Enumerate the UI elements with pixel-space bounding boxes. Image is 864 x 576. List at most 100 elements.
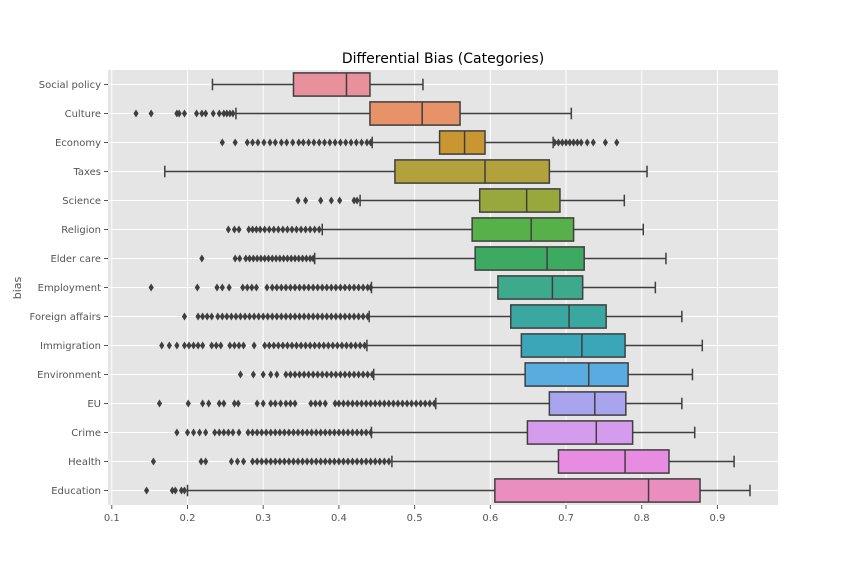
outlier-point (368, 457, 374, 466)
outlier-point (296, 254, 302, 263)
outlier-point (277, 457, 283, 466)
iqr-box (369, 101, 461, 126)
outlier-point (262, 254, 268, 263)
outlier-point (237, 254, 243, 263)
outlier-point (331, 457, 337, 466)
outlier-point (340, 399, 347, 408)
outlier-point (204, 312, 210, 321)
iqr-box (438, 130, 486, 155)
outlier-point (214, 283, 220, 292)
outlier-point (336, 428, 342, 437)
outlier-point (310, 370, 316, 379)
outlier-point (365, 312, 371, 321)
outlier-point (315, 370, 321, 379)
outlier-point (287, 283, 294, 292)
outlier-point (230, 428, 236, 437)
outlier-point (360, 312, 366, 321)
y-tick-label: Economy (55, 138, 101, 149)
outlier-point (219, 283, 225, 292)
outlier-point (272, 399, 278, 408)
outlier-point (342, 283, 348, 292)
outlier-point (278, 283, 284, 292)
outlier-point (324, 370, 330, 379)
x-tick-label: 0.8 (634, 513, 650, 524)
outlier-point (286, 457, 292, 466)
outlier-point (281, 457, 287, 466)
outlier-point (215, 312, 221, 321)
outlier-point (328, 196, 334, 205)
outlier-point (310, 283, 316, 292)
outlier-point (327, 428, 333, 437)
outlier-point (559, 138, 565, 147)
y-tick-label: Religion (61, 225, 101, 236)
outlier-point (325, 341, 331, 350)
outlier-point (304, 457, 310, 466)
outlier-point (260, 370, 266, 379)
outlier-point (355, 312, 362, 321)
outlier-point (273, 254, 279, 263)
outlier-point (268, 457, 274, 466)
x-tick-label: 0.9 (709, 513, 725, 524)
outlier-point (219, 138, 225, 147)
y-tick-label: Taxes (72, 167, 101, 178)
outlier-point (185, 399, 191, 408)
outlier-point (354, 399, 360, 408)
y-tick-label: Elder care (50, 254, 101, 265)
outlier-point (337, 283, 344, 292)
outlier-point (290, 428, 297, 437)
outlier-point (322, 457, 328, 466)
outlier-point (307, 254, 313, 263)
outlier-point (287, 312, 294, 321)
box-group (219, 130, 620, 155)
iqr-box (474, 246, 585, 271)
outlier-point (221, 428, 227, 437)
outlier-point (203, 109, 209, 118)
outlier-point (351, 283, 357, 292)
y-tick-label: Education (51, 486, 101, 497)
iqr-box (548, 391, 627, 416)
outlier-point (237, 370, 244, 379)
outlier-point (296, 283, 303, 292)
outlier-point (150, 457, 157, 466)
outlier-point (218, 341, 224, 350)
outlier-point (284, 138, 290, 147)
box-group (211, 72, 424, 97)
outlier-point (372, 457, 378, 466)
outlier-point (302, 225, 309, 234)
outlier-point (349, 399, 356, 408)
x-tick-label: 0.4 (331, 513, 347, 524)
outlier-point (231, 341, 238, 350)
outlier-point (227, 341, 233, 350)
outlier-point (200, 341, 206, 350)
outlier-point (306, 312, 312, 321)
outlier-point (292, 399, 298, 408)
outlier-point (295, 196, 301, 205)
box-group (156, 391, 683, 416)
outlier-point (333, 312, 339, 321)
outlier-point (312, 225, 318, 234)
outlier-point (567, 138, 573, 147)
iqr-box (494, 478, 701, 503)
y-tick-label: Culture (65, 109, 101, 120)
outlier-point (262, 225, 268, 234)
outlier-point (213, 341, 219, 350)
iqr-box (292, 72, 371, 97)
outlier-point (372, 399, 378, 408)
outlier-point (418, 399, 424, 408)
outlier-point (272, 457, 278, 466)
outlier-point (206, 399, 212, 408)
outlier-point (395, 399, 401, 408)
outlier-point (354, 457, 360, 466)
y-tick-label: Environment (37, 370, 101, 381)
outlier-point (332, 138, 338, 147)
outlier-point (345, 428, 351, 437)
outlier-point (251, 312, 257, 321)
iqr-box (524, 362, 629, 387)
outlier-point (271, 341, 277, 350)
outlier-point (230, 109, 236, 118)
outlier-point (237, 312, 244, 321)
outlier-point (359, 138, 365, 147)
outlier-point (355, 370, 362, 379)
outlier-point (264, 283, 270, 292)
outlier-point (263, 428, 269, 437)
